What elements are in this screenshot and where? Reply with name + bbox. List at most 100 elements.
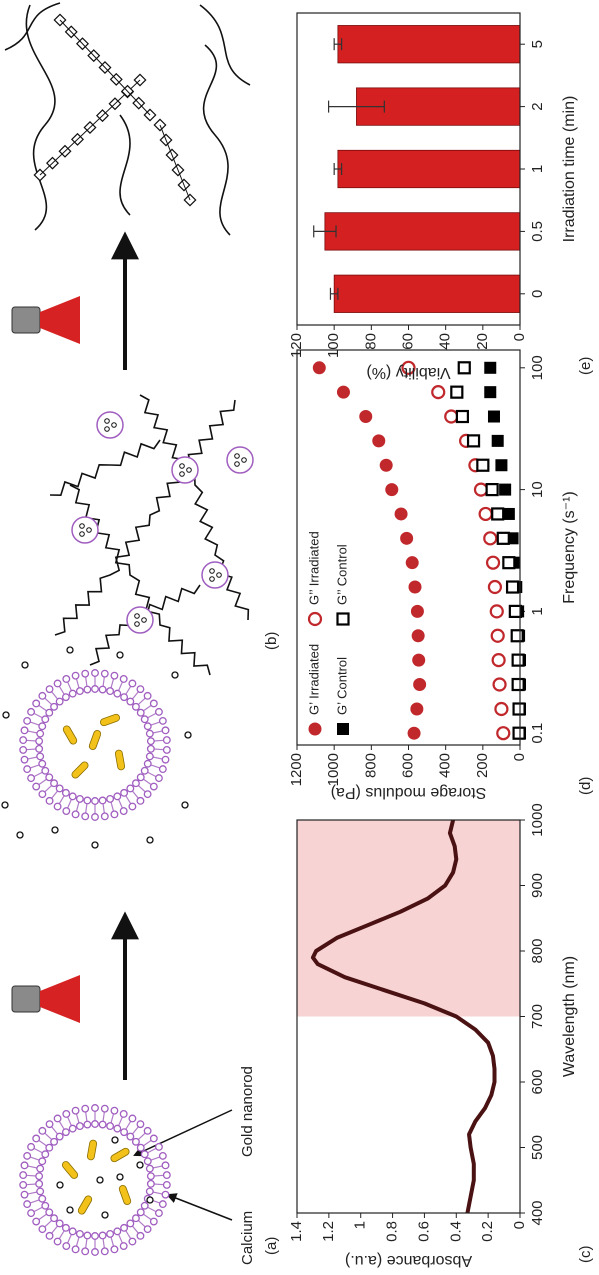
calcium-ion	[112, 423, 117, 428]
lipid-head	[37, 1188, 44, 1195]
lipid-head	[63, 1129, 70, 1136]
y-tick-label: 200	[474, 753, 491, 778]
calcium-label: Calcium	[239, 1211, 256, 1265]
gold-nanorod	[115, 750, 125, 771]
lipid-head	[129, 803, 136, 810]
lipid-head	[141, 1151, 148, 1158]
lipid-head	[114, 1228, 121, 1235]
lipid-tail	[51, 1226, 57, 1234]
lipid-tail	[68, 682, 72, 691]
polymer-chain	[5, 3, 60, 50]
calcium-ion	[217, 573, 222, 578]
lipid-head	[63, 1243, 70, 1250]
lipid-head	[77, 1123, 84, 1130]
lipid-head	[69, 1125, 76, 1132]
lipid-tail	[76, 802, 79, 812]
lipid-head	[144, 723, 151, 730]
lipid-head	[144, 1158, 151, 1165]
x-axis-title: Irradiation time (min)	[561, 96, 578, 243]
calcium-ion	[67, 647, 73, 653]
lipid-tail	[26, 749, 36, 750]
lipid-tail	[143, 705, 151, 711]
lipid-head	[51, 780, 58, 787]
lipid-tail	[86, 1112, 87, 1122]
lipid-head	[151, 700, 158, 707]
calcium-ion	[135, 622, 140, 627]
lipid-head	[39, 760, 46, 767]
point	[512, 630, 523, 641]
lipid-head	[42, 716, 49, 723]
plot-frame	[297, 350, 520, 745]
lipid-tail	[153, 1166, 163, 1168]
lipid-head	[20, 747, 27, 754]
legend-marker	[309, 723, 321, 735]
lipid-head	[92, 1249, 99, 1256]
lipid-tail	[68, 1234, 72, 1243]
lipid-tail	[30, 1200, 39, 1203]
lipid-head	[24, 766, 31, 773]
lipid-head	[51, 1138, 58, 1145]
lipid-tail	[51, 691, 57, 699]
bar	[338, 25, 520, 62]
lipid-head	[99, 1232, 106, 1239]
point	[468, 435, 479, 446]
lipid-head	[144, 791, 151, 798]
calcium-ion	[180, 472, 185, 477]
lipid-head	[77, 688, 84, 695]
lipid-tail	[132, 1126, 138, 1134]
loaded-liposome	[172, 457, 198, 483]
lipid-head	[36, 1173, 43, 1180]
gold-nanorod	[110, 1147, 131, 1163]
lipid-tail	[126, 1230, 131, 1239]
panel-label: (d)	[577, 777, 594, 795]
laser	[12, 975, 80, 1023]
lipid-tail	[86, 803, 87, 813]
bar	[338, 150, 520, 187]
y-tick-label: 60	[399, 333, 416, 350]
lipid-head	[137, 798, 144, 805]
lipid-head	[37, 753, 44, 760]
lipid-head	[120, 1243, 127, 1250]
lipid-tail	[27, 731, 37, 733]
calcium-ion	[147, 837, 153, 843]
bar	[325, 213, 520, 250]
lipid-head	[141, 1202, 148, 1209]
lipid-tail	[119, 1117, 123, 1126]
lipid-head	[151, 1135, 158, 1142]
lipid-tail	[39, 1140, 47, 1146]
lipid-tail	[103, 1112, 104, 1122]
label-arrow	[168, 1195, 232, 1220]
lipid-tail	[138, 1133, 145, 1140]
lipid-tail	[76, 679, 79, 689]
lipid-head	[82, 670, 89, 677]
loaded-liposome	[202, 562, 228, 588]
x-tick-label: 5	[529, 40, 546, 48]
lipid-tail	[103, 677, 104, 687]
point	[487, 557, 499, 569]
point	[487, 484, 498, 495]
x-axis-title: Frequency (s⁻¹)	[561, 491, 578, 603]
y-tick-label: 1.4	[288, 1221, 305, 1242]
gold-nanorod	[87, 1140, 97, 1161]
lipid-tail	[119, 682, 123, 691]
lipid-tail	[138, 698, 145, 705]
lipid-head	[156, 709, 163, 716]
lipid-head	[39, 1226, 46, 1233]
lipid-head	[24, 718, 31, 725]
lipid-head	[164, 1172, 171, 1179]
y-tick-label: 600	[399, 753, 416, 778]
x-tick-label: 1	[529, 165, 546, 173]
helix-axis	[160, 125, 190, 200]
lipid-head	[56, 698, 63, 705]
lipid-tail	[26, 740, 36, 741]
lipid-tail	[34, 1148, 43, 1153]
point	[411, 605, 423, 617]
x-tick-label: 500	[529, 1135, 546, 1160]
calcium-ion	[80, 532, 85, 537]
lipid-head	[42, 767, 49, 774]
lipid-tail	[111, 802, 114, 812]
y-tick-label: 1	[352, 1221, 369, 1229]
point	[507, 582, 518, 593]
y-tick-label: 120	[288, 333, 305, 358]
lipid-head	[121, 1225, 128, 1232]
